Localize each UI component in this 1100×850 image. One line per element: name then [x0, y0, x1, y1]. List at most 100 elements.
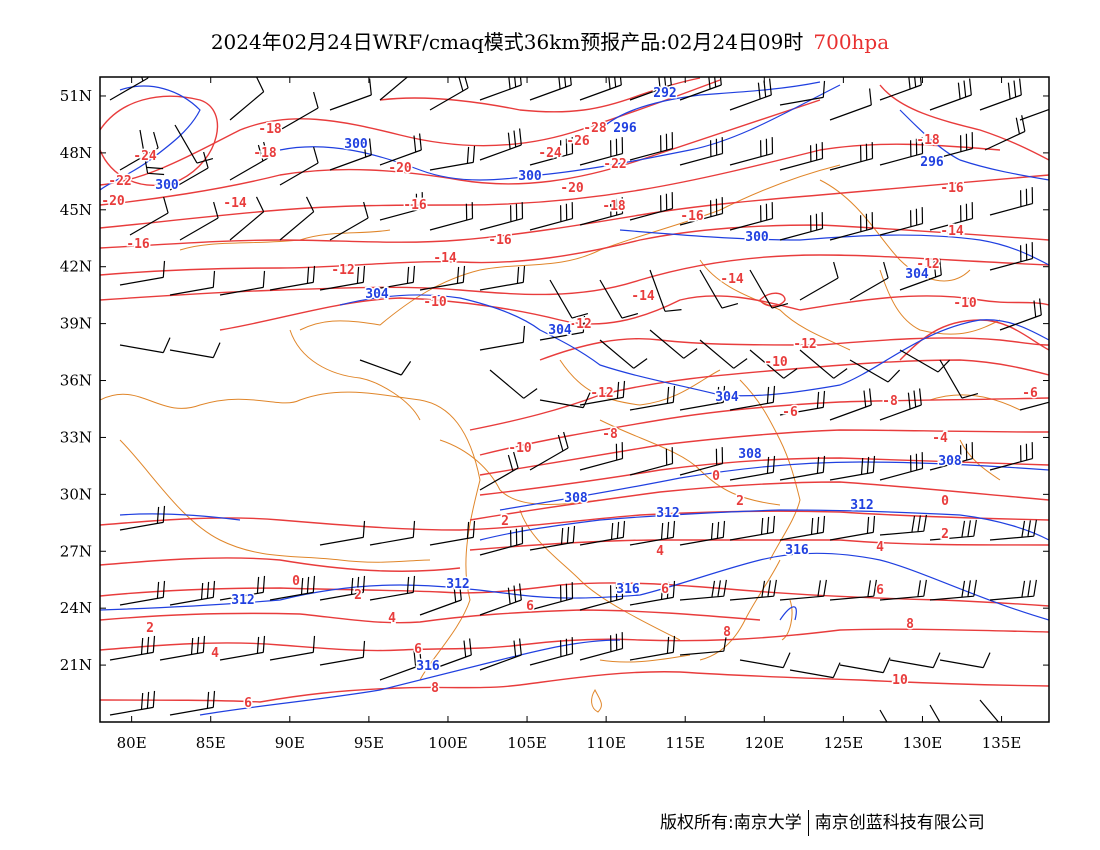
wind-barb [829, 88, 872, 121]
wind-barb [579, 197, 624, 226]
wind-barb [749, 269, 789, 309]
wind-barb [629, 520, 676, 546]
wind-barb [629, 192, 674, 221]
wind-barb [729, 202, 774, 231]
wind-barb [279, 196, 315, 241]
wind-barb [579, 520, 626, 546]
wind-barb [229, 196, 265, 241]
wind-barb [119, 131, 159, 171]
wind-barb [929, 442, 974, 471]
height-label: 300 [344, 137, 368, 152]
wind-barb [529, 637, 574, 666]
wind-barb [929, 704, 941, 722]
temperature-label: -26 [566, 134, 590, 149]
height-label: 312 [656, 506, 679, 521]
temperature-label: -12 [590, 386, 613, 401]
wind-barb [629, 635, 676, 661]
x-tick-label: 135E [982, 734, 1022, 752]
x-tick-label: 95E [354, 734, 384, 752]
wind-barb [319, 640, 366, 666]
temperature-label: -16 [680, 209, 704, 224]
wind-barb [319, 520, 366, 546]
wind-barb [779, 212, 824, 241]
wind-barb [829, 515, 876, 541]
temperature-label: -14 [720, 272, 744, 287]
height-label: 296 [920, 155, 944, 170]
wind-barb [779, 515, 826, 541]
height-label: 316 [785, 543, 809, 558]
wind-barb [479, 265, 526, 291]
wind-barb [729, 515, 776, 541]
temperature-label: -6 [782, 405, 798, 420]
x-tick-label: 90E [275, 734, 305, 752]
temperature-label: -20 [560, 181, 584, 196]
wind-barb [879, 579, 927, 601]
wind-barb [929, 519, 977, 541]
y-tick-label: 51N [60, 87, 92, 105]
temperature-label: -8 [882, 394, 898, 409]
height-label: 296 [613, 121, 637, 136]
wind-barb [879, 514, 927, 536]
wind-barb [119, 505, 166, 531]
wind-barb [679, 385, 726, 411]
height-label: 308 [938, 454, 962, 469]
wind-barb [679, 137, 724, 166]
footer-separator [807, 810, 809, 836]
height-label: 304 [365, 287, 389, 302]
temperature-label: 4 [211, 646, 219, 661]
temperature-label: 2 [736, 494, 744, 509]
temperature-label: 8 [431, 681, 439, 696]
wind-barb [479, 77, 522, 101]
wind-barb [989, 442, 1034, 471]
wind-barb [369, 520, 416, 546]
wind-barb [539, 315, 586, 341]
wind-barb [739, 652, 791, 669]
temperature-label: 4 [656, 544, 664, 559]
temperature-label: -18 [253, 146, 277, 161]
wind-barb [429, 202, 474, 231]
height-label: 312 [231, 593, 254, 608]
wind-barb [829, 579, 877, 601]
temperature-label: 2 [501, 514, 509, 529]
y-tick-label: 42N [60, 258, 92, 276]
wind-barb [889, 652, 941, 669]
y-tick-label: 27N [60, 542, 92, 560]
wind-barb [219, 635, 266, 661]
wind-barb [419, 583, 462, 616]
y-tick-label: 39N [60, 315, 92, 333]
height-label: 300 [518, 169, 542, 184]
wind-barb [579, 380, 626, 406]
wind-barb [579, 632, 624, 661]
wind-barb [729, 137, 774, 166]
wind-barb [629, 132, 674, 161]
wind-barb [979, 78, 1022, 111]
wind-barb [479, 325, 526, 351]
wind-barb [579, 137, 624, 166]
height-label: 312 [446, 577, 469, 592]
wind-barb [839, 657, 891, 674]
wind-barb [979, 699, 1000, 722]
wind-barb [359, 359, 412, 376]
wind-barb [139, 129, 165, 176]
temperature-contours [100, 77, 1049, 703]
wind-barb [419, 265, 466, 291]
wind-barb [319, 265, 366, 291]
wind-barb [729, 385, 776, 411]
y-tick-label: 33N [60, 428, 92, 446]
wind-barb [699, 339, 748, 369]
plot-frame [99, 76, 1050, 723]
wind-barb [829, 212, 874, 241]
height-label: 304 [905, 267, 929, 282]
temperature-label: -10 [423, 295, 447, 310]
wind-barb [429, 145, 476, 171]
wind-barb [119, 337, 171, 354]
x-tick-label: 110E [586, 734, 626, 752]
temperature-label: 0 [941, 494, 949, 509]
wind-barb [479, 451, 519, 491]
wind-barb [529, 202, 574, 231]
temperature-label: -12 [793, 337, 816, 352]
wind-barb [929, 132, 974, 161]
temperature-label: -22 [108, 174, 131, 189]
wind-barb [629, 77, 672, 101]
wind-barb [779, 142, 824, 171]
